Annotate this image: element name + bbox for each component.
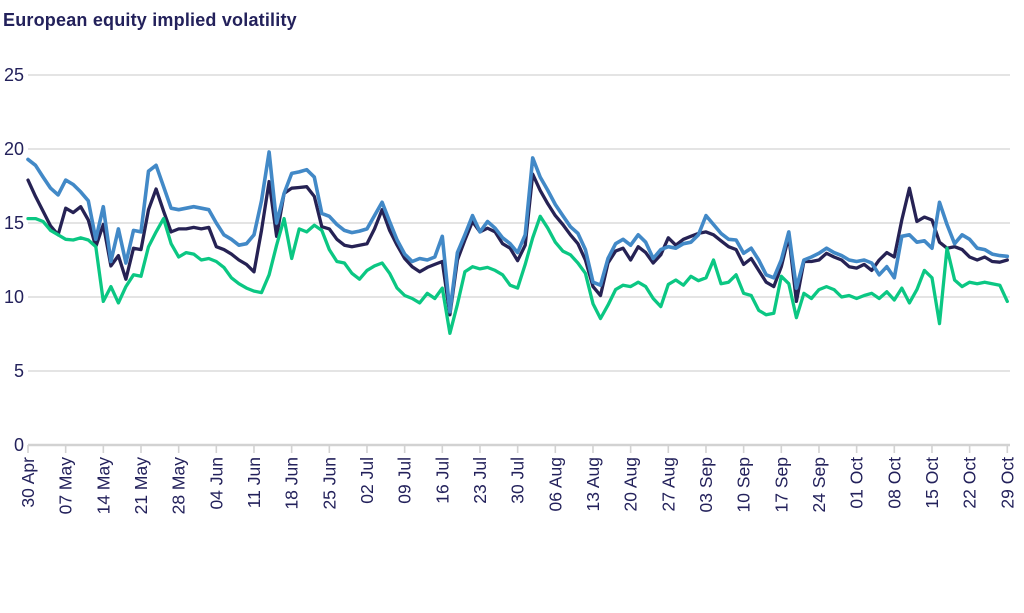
x-axis-label: 04 Jun: [206, 457, 226, 510]
x-axis-label: 21 May: [131, 457, 151, 515]
x-axis-label: 09 Jul: [395, 457, 415, 504]
x-axis-label: 23 Jul: [470, 457, 490, 504]
x-axis-label: 29 Oct: [997, 457, 1017, 509]
x-axis-label: 13 Aug: [583, 457, 603, 512]
x-axis-label: 18 Jun: [282, 457, 302, 510]
x-axis-label: 01 Oct: [847, 457, 867, 509]
x-axis-label: 08 Oct: [884, 457, 904, 509]
x-axis-label: 30 Jul: [508, 457, 528, 504]
x-axis-label: 27 Aug: [658, 457, 678, 512]
x-axis-label: 03 Sep: [696, 457, 716, 512]
chart-legend: SX5E 1 month implied volatility SXXP 1 m…: [0, 531, 1024, 601]
x-axis-label: 15 Oct: [922, 457, 942, 509]
x-axis-label: 20 Aug: [621, 457, 641, 512]
sx5e-line: [26, 172, 1009, 317]
chart-title: European equity implied volatility: [3, 10, 297, 30]
x-axis-label: 02 Jul: [357, 457, 377, 504]
x-axis-label: 10 Sep: [734, 457, 754, 512]
x-axis-label: 24 Sep: [809, 457, 829, 512]
dax-line: [26, 150, 1010, 314]
y-axis-label: 25: [4, 65, 24, 85]
x-axis-label: 06 Aug: [545, 457, 565, 512]
x-axis-label: 16 Jul: [432, 457, 452, 504]
x-axis-label: 30 Apr: [18, 457, 38, 508]
x-axis-label: 07 May: [56, 457, 76, 515]
sxxp-line: [26, 214, 1009, 335]
x-axis-label: 22 Oct: [960, 457, 980, 509]
x-axis-label: 17 Sep: [771, 457, 791, 512]
x-axis-label: 28 May: [169, 457, 189, 515]
x-axis-label: 11 Jun: [244, 457, 264, 508]
y-axis-label: 20: [4, 139, 24, 159]
y-axis-label: 0: [14, 435, 24, 455]
x-axis-label: 14 May: [93, 457, 113, 515]
y-axis-label: 10: [4, 287, 24, 307]
y-axis-label: 15: [4, 213, 24, 233]
x-axis-label: 25 Jun: [319, 457, 339, 510]
y-axis-label: 5: [14, 361, 24, 381]
